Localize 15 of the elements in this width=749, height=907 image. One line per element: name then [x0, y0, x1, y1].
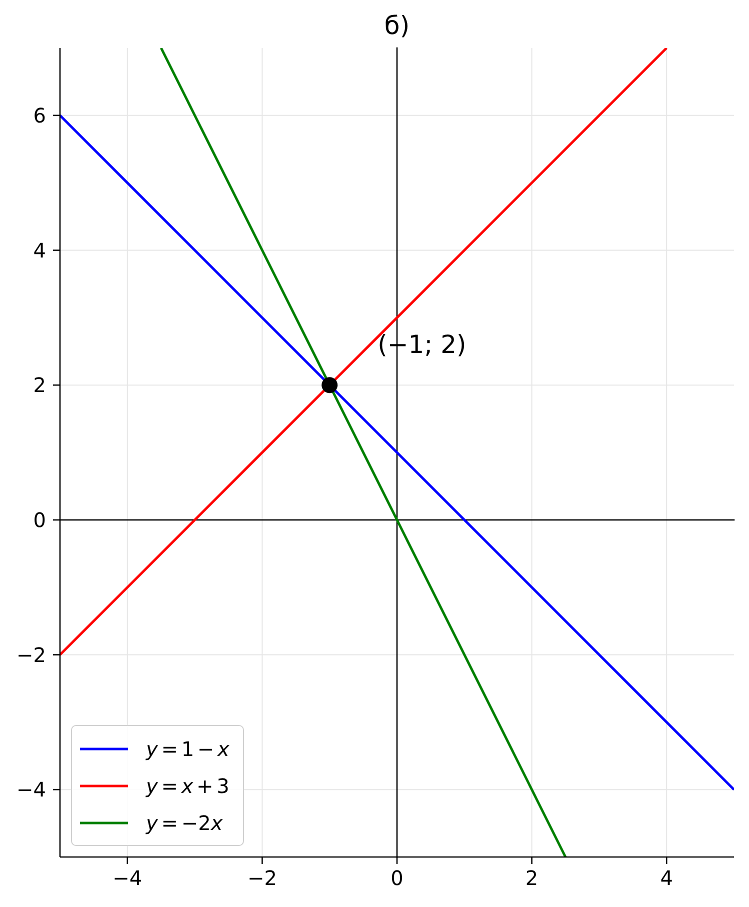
x-tick-label: −4 — [112, 866, 142, 890]
y-tick-label: 0 — [33, 508, 46, 532]
legend-label: y = 1 − x — [146, 736, 230, 760]
chart-title: б) — [383, 11, 411, 40]
x-tick-label: −2 — [247, 866, 277, 890]
x-tick-label: 4 — [660, 866, 673, 890]
legend-label: y = x + 3 — [146, 774, 230, 798]
x-tick-label: 0 — [390, 866, 404, 890]
x-tick-label: 2 — [525, 866, 538, 890]
y-tick-label: −2 — [16, 642, 46, 667]
y-tick-label: 2 — [33, 373, 46, 398]
legend-label: y = −2x — [146, 810, 223, 834]
y-tick-label: 4 — [33, 238, 46, 262]
y-tick-label: −4 — [16, 778, 46, 802]
y-tick-label: 6 — [33, 104, 46, 128]
